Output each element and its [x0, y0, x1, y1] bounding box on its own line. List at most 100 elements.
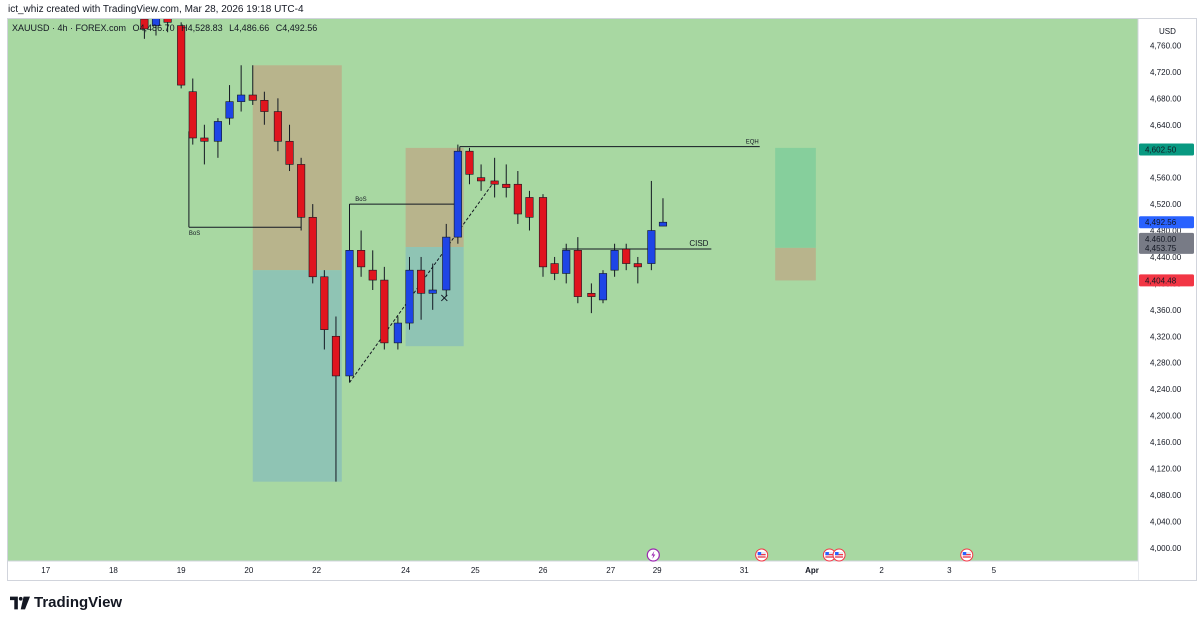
candle-4[interactable] [188, 78, 197, 145]
candle-10[interactable] [260, 91, 269, 125]
price-tag: 4,404.48 [1139, 274, 1194, 287]
candle-7[interactable] [225, 85, 234, 125]
candle-24[interactable] [428, 263, 437, 310]
bos-label-1: BoS [189, 231, 200, 237]
candle-23[interactable] [417, 256, 426, 320]
candle-13[interactable] [297, 157, 306, 231]
candle-8[interactable] [237, 65, 246, 112]
candle-27[interactable] [465, 147, 474, 185]
candle-25[interactable] [442, 223, 451, 297]
time-tick-label: 17 [41, 566, 50, 575]
time-tick-label: 3 [947, 566, 952, 575]
candle-37[interactable] [587, 283, 596, 314]
ohlc-close: C4,492.56 [275, 23, 318, 33]
candle-2[interactable] [163, 19, 172, 33]
candle-body [200, 137, 209, 142]
candle-12[interactable] [285, 124, 294, 172]
candle-body [598, 273, 608, 301]
candle-18[interactable] [357, 230, 366, 277]
candle-body [417, 269, 426, 294]
price-tick-label: 4,040.00 [1150, 517, 1182, 526]
candle-28[interactable] [477, 164, 486, 191]
us-flag-icon-stripe [835, 554, 844, 556]
candle-30[interactable] [502, 164, 511, 198]
candle-14[interactable] [308, 204, 317, 284]
candle-40[interactable] [622, 243, 631, 271]
lightning-icon[interactable] [646, 548, 660, 562]
candle-43[interactable] [658, 198, 668, 227]
cisd-label: CISD [689, 239, 708, 248]
price-tick-label: 4,480.00 [1150, 227, 1182, 236]
candle-body [562, 250, 571, 274]
zone-discount2 [405, 247, 464, 347]
candle-body [320, 276, 329, 330]
zone-discount [252, 270, 342, 482]
candle-9[interactable] [248, 65, 257, 105]
us-flag-icon[interactable] [755, 548, 769, 562]
lightning-icon-bolt [651, 551, 656, 559]
candle-body [248, 94, 257, 101]
price-tag-label: 4,492.56 [1145, 218, 1177, 227]
candle-42[interactable] [647, 180, 656, 271]
ohlc-open: O4,486.70 [132, 23, 175, 33]
candle-34[interactable] [550, 256, 559, 281]
tradingview-logo: TradingView [10, 594, 122, 611]
time-tick-label: 2 [879, 566, 884, 575]
time-tick-label: 20 [244, 566, 253, 575]
price-axis-unit: USD [1159, 27, 1176, 36]
us-flag-icon[interactable] [832, 548, 846, 562]
price-tick-label: 4,760.00 [1150, 41, 1182, 50]
price-tag-box [1139, 274, 1194, 287]
candle-3[interactable] [177, 22, 186, 89]
us-flag-icon-stripe [757, 554, 766, 556]
candle-17[interactable] [345, 217, 354, 383]
candle-body [573, 250, 582, 297]
chart-caption: ict_whiz created with TradingView.com, M… [8, 4, 304, 15]
candle-body [285, 140, 294, 165]
candle-35[interactable] [562, 243, 571, 284]
time-tick-label: 19 [177, 566, 186, 575]
candle-body [405, 269, 414, 324]
candle-body [633, 263, 642, 268]
candle-38[interactable] [598, 270, 608, 304]
candlestick-chart[interactable]: BoS BoS EQH CISD USD 4,760.00 4,720.00 4,680.0… [8, 19, 1196, 580]
candle-19[interactable] [368, 250, 377, 290]
candle-16[interactable] [331, 316, 341, 482]
candle-39[interactable] [610, 243, 619, 277]
candle-body [658, 221, 668, 227]
price-tick-label: 4,640.00 [1150, 121, 1182, 130]
us-flag-icon-stripe [825, 556, 834, 558]
candle-body [308, 216, 317, 278]
chart-container[interactable]: BoS BoS EQH CISD USD 4,760.00 4,720.00 4,680.0… [7, 18, 1197, 581]
candle-1[interactable] [151, 19, 161, 36]
price-tick-label: 4,080.00 [1150, 491, 1182, 500]
us-flag-icon[interactable] [822, 548, 836, 562]
candle-0[interactable] [140, 19, 149, 39]
us-flag-icon-canton [825, 552, 829, 555]
candle-5[interactable] [200, 124, 209, 165]
candle-41[interactable] [633, 256, 642, 284]
candle-body [465, 150, 474, 175]
candle-21[interactable] [393, 316, 402, 350]
candle-33[interactable] [538, 194, 548, 277]
candle-15[interactable] [320, 270, 329, 350]
time-tick-label: 18 [109, 566, 118, 575]
candle-36[interactable] [573, 237, 582, 304]
candle-6[interactable] [213, 118, 222, 158]
price-tick-label: 4,560.00 [1150, 174, 1182, 183]
trendline[interactable] [349, 180, 496, 383]
candle-body [525, 197, 534, 218]
time-tick-label: 31 [740, 566, 749, 575]
candle-body [587, 293, 596, 297]
candle-31[interactable] [513, 171, 522, 224]
candle-32[interactable] [525, 190, 534, 231]
candle-26[interactable] [453, 144, 462, 244]
ohlc-high: H4,528.83 [181, 23, 223, 33]
price-tick-label: 4,120.00 [1150, 464, 1182, 473]
candle-22[interactable] [405, 256, 414, 330]
candle-29[interactable] [490, 157, 499, 198]
us-flag-icon[interactable] [960, 548, 974, 562]
candle-body [502, 183, 511, 188]
candle-20[interactable] [380, 266, 389, 350]
candle-11[interactable] [273, 98, 282, 152]
